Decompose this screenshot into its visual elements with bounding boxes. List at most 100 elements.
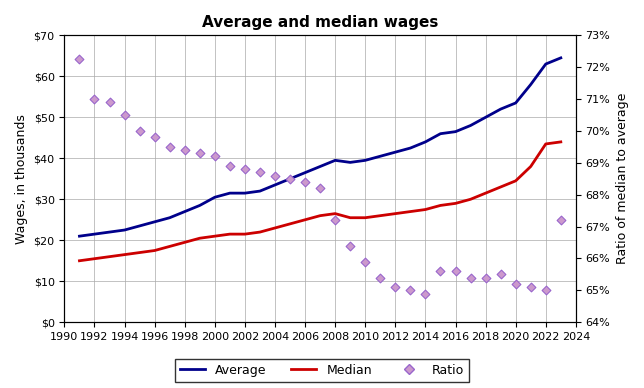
Ratio (285, 176, 295, 182)
Ratio (480, 274, 491, 281)
Ratio (255, 169, 265, 175)
Median (151, 248, 158, 253)
Median (451, 201, 459, 206)
Median (377, 213, 384, 218)
Median (542, 142, 549, 146)
Average (196, 203, 204, 208)
Average (301, 170, 309, 175)
Ratio (450, 268, 460, 274)
Median (422, 207, 430, 212)
Legend: Average, Median, Ratio: Average, Median, Ratio (175, 359, 469, 382)
Ratio (495, 271, 506, 277)
Median (406, 209, 414, 214)
Y-axis label: Ratio of median to average: Ratio of median to average (616, 93, 629, 265)
Average (316, 164, 324, 169)
Average (512, 100, 520, 105)
Ratio (104, 99, 115, 106)
Median (512, 178, 520, 183)
Median (226, 232, 234, 236)
Ratio (466, 274, 476, 281)
Average (392, 150, 399, 154)
Ratio (556, 217, 566, 223)
Median (316, 213, 324, 218)
Median (120, 252, 128, 257)
Y-axis label: Wages, in thousands: Wages, in thousands (15, 114, 28, 244)
Ratio (375, 274, 386, 281)
Median (196, 236, 204, 241)
Ratio (315, 185, 325, 191)
Median (346, 215, 354, 220)
Line: Average: Average (79, 58, 561, 236)
Ratio (300, 179, 310, 185)
Ratio (405, 287, 415, 293)
Average (91, 232, 99, 236)
Ratio (240, 166, 250, 172)
Average (346, 160, 354, 165)
Average (557, 55, 565, 60)
Median (106, 254, 113, 259)
Average (226, 191, 234, 196)
Ratio (194, 150, 205, 156)
Ratio (360, 258, 370, 265)
Median (91, 256, 99, 261)
Median (301, 217, 309, 222)
Median (211, 234, 219, 239)
Average (482, 115, 489, 120)
Ratio (225, 163, 235, 169)
Median (482, 191, 489, 196)
Average (527, 82, 535, 87)
Median (166, 244, 174, 249)
Average (120, 228, 128, 232)
Ratio (330, 217, 340, 223)
Median (271, 226, 279, 230)
Ratio (511, 281, 521, 287)
Ratio (210, 153, 220, 159)
Median (241, 232, 249, 236)
Average (286, 177, 294, 181)
Title: Average and median wages: Average and median wages (202, 15, 439, 30)
Median (557, 140, 565, 144)
Average (497, 107, 504, 111)
Median (361, 215, 369, 220)
Ratio (390, 284, 401, 290)
Average (151, 220, 158, 224)
Median (497, 185, 504, 189)
Average (241, 191, 249, 196)
Average (467, 123, 475, 128)
Average (181, 209, 189, 214)
Ratio (435, 268, 446, 274)
Ratio (149, 134, 160, 140)
Average (542, 62, 549, 66)
Ratio (165, 144, 175, 150)
Ratio (345, 242, 355, 249)
Median (392, 211, 399, 216)
Line: Median: Median (79, 142, 561, 261)
Median (181, 240, 189, 245)
Average (437, 132, 444, 136)
Ratio (135, 128, 145, 134)
Ratio (421, 291, 431, 297)
Average (166, 215, 174, 220)
Ratio (74, 56, 84, 62)
Ratio (180, 147, 190, 153)
Ratio (526, 284, 536, 290)
Average (256, 189, 264, 193)
Median (75, 258, 83, 263)
Average (75, 234, 83, 239)
Average (451, 129, 459, 134)
Median (286, 222, 294, 226)
Median (437, 203, 444, 208)
Average (422, 140, 430, 144)
Median (136, 250, 144, 255)
Median (331, 211, 339, 216)
Ratio (90, 96, 100, 102)
Average (211, 195, 219, 199)
Average (136, 223, 144, 228)
Average (106, 230, 113, 234)
Median (467, 197, 475, 202)
Ratio (540, 287, 551, 293)
Average (377, 154, 384, 159)
Ratio (119, 112, 129, 118)
Median (527, 164, 535, 169)
Average (361, 158, 369, 163)
